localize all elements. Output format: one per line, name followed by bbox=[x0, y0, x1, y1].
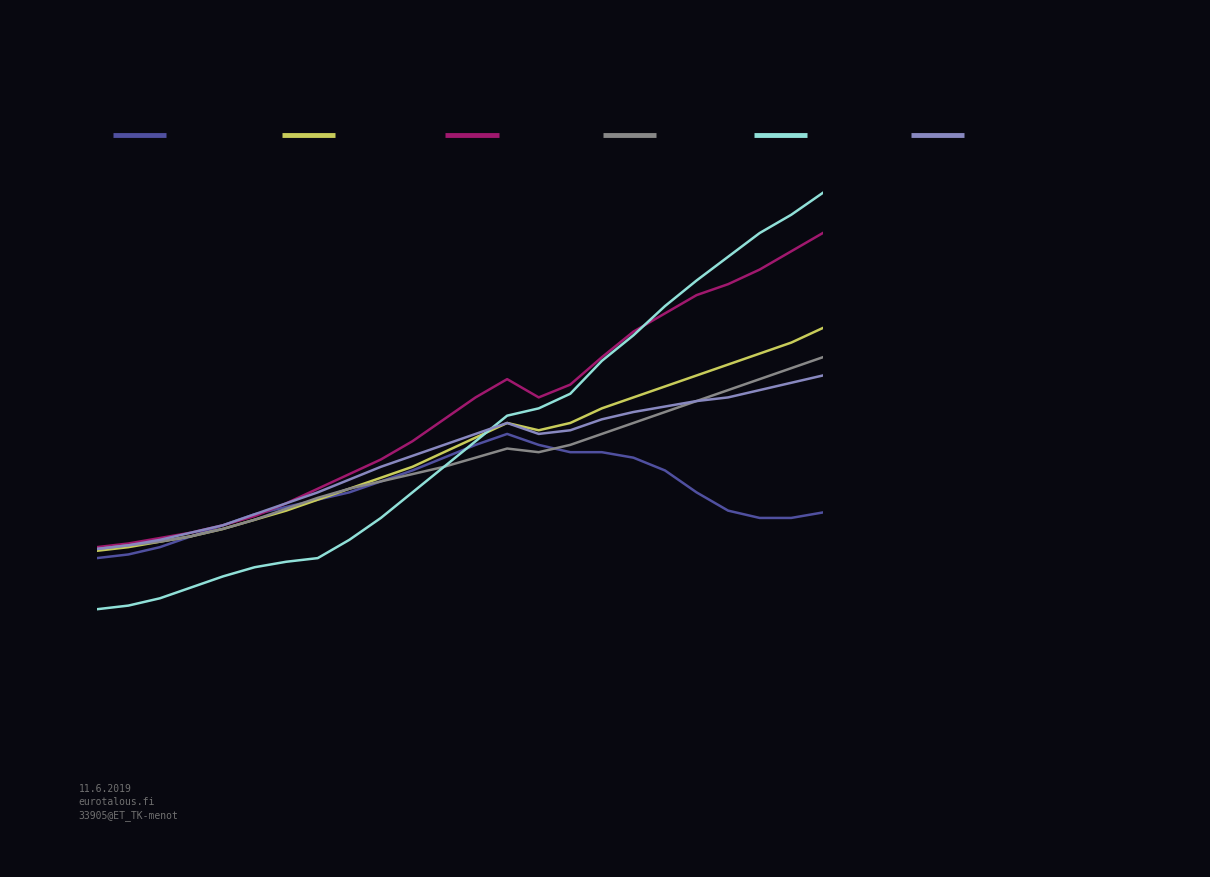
Text: 11.6.2019
eurotalous.fi
33905@ET_TK-menot: 11.6.2019 eurotalous.fi 33905@ET_TK-meno… bbox=[79, 783, 179, 820]
